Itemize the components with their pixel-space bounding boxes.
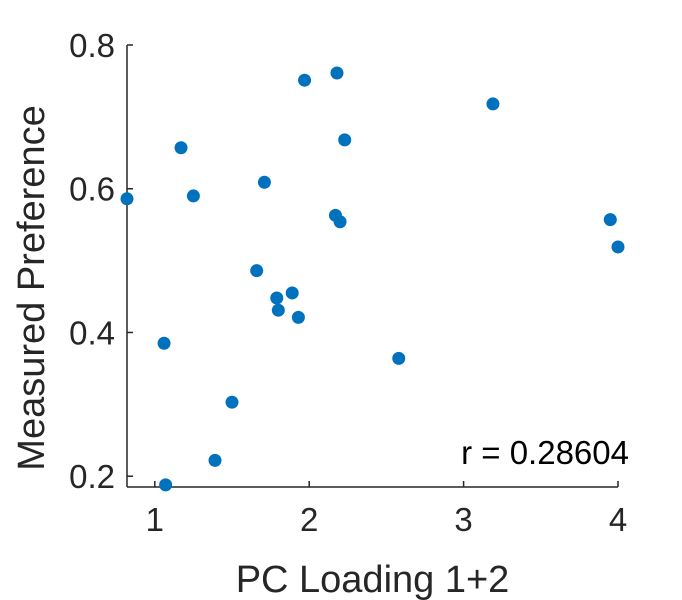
x-tick-label: 4 xyxy=(609,501,627,538)
data-point xyxy=(159,478,173,492)
data-point xyxy=(257,175,271,189)
y-tick-label: 0.4 xyxy=(69,314,115,351)
data-point xyxy=(270,291,284,305)
labels: 1 2 3 4 0.2 0.4 0.6 0.8 PC Loading 1+2 Measured P… xyxy=(11,27,629,600)
data-point xyxy=(225,395,239,409)
y-tick-label: 0.8 xyxy=(69,27,115,64)
data-point xyxy=(271,303,285,317)
x-tick-label: 3 xyxy=(454,501,472,538)
x-tick-label: 1 xyxy=(146,501,164,538)
data-points xyxy=(120,66,625,492)
data-point xyxy=(157,336,171,350)
data-point xyxy=(486,97,500,111)
y-tick-label: 0.2 xyxy=(69,458,115,495)
data-point xyxy=(174,141,188,155)
x-tick-label: 2 xyxy=(300,501,318,538)
axes xyxy=(126,44,619,488)
y-axis-label: Measured Preference xyxy=(11,105,53,470)
y-tick-label: 0.6 xyxy=(69,171,115,208)
data-point xyxy=(603,213,617,227)
x-axis-label: PC Loading 1+2 xyxy=(236,559,510,600)
data-point xyxy=(291,310,305,324)
data-point xyxy=(338,133,352,147)
data-point xyxy=(285,286,299,300)
data-point xyxy=(298,73,312,87)
data-point xyxy=(611,240,625,254)
data-point xyxy=(120,192,134,206)
data-point xyxy=(208,453,222,467)
data-point xyxy=(392,351,406,365)
data-point xyxy=(333,215,347,229)
data-point xyxy=(330,66,344,80)
data-point xyxy=(250,264,264,278)
data-point xyxy=(186,189,200,203)
correlation-annotation: r = 0.28604 xyxy=(461,434,629,471)
